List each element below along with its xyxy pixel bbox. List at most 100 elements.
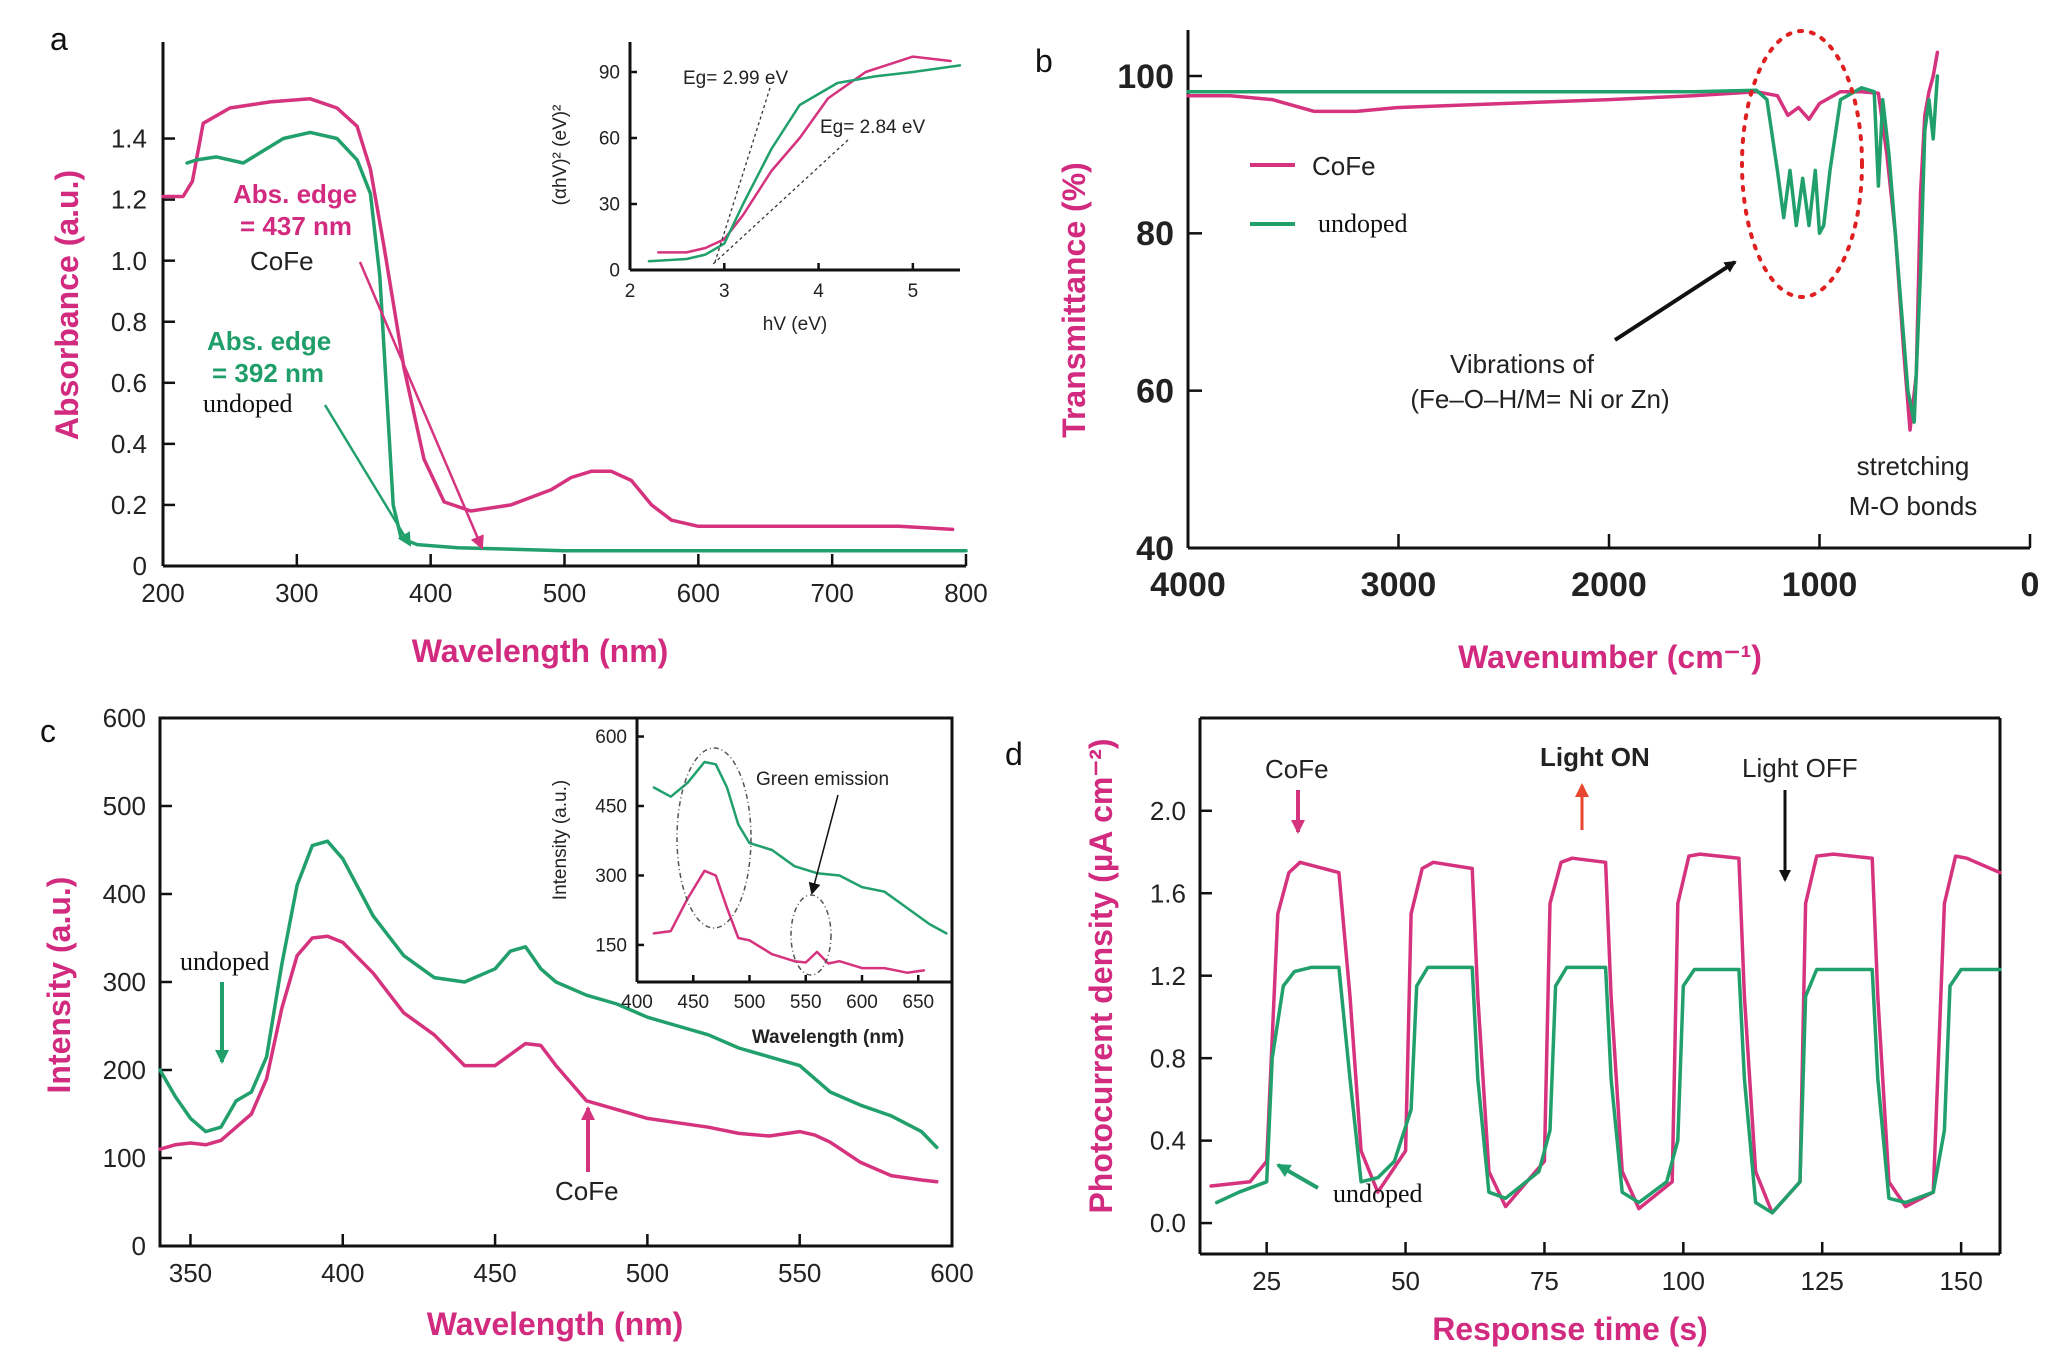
panel-a-inset-eg2-line [711,139,849,266]
panel-d-light-on: Light ON [1540,742,1650,772]
panel-a-inset-xtick-label: 2 [625,281,636,302]
panel-b-legend: CoFe undoped [1250,151,1408,238]
panel-c-ytick-label: 300 [103,967,146,997]
panel-a-ytick-label: 1.2 [111,185,147,215]
panel-c-inset-series-undoped [652,760,948,935]
panel-d-xtick-label: 125 [1801,1266,1844,1296]
panel-d-series-undoped [1214,965,2002,1215]
panel-d-ytick-label: 1.6 [1150,878,1186,908]
panel-b-legend-cofe: CoFe [1312,151,1376,181]
panel-c-series-undoped [158,839,939,1150]
panel-d-xtick-label: 100 [1662,1266,1705,1296]
panel-d-xtick-label: 50 [1391,1266,1420,1296]
panel-a-ytick-label: 1.4 [111,124,147,154]
panel-c-label: c [40,713,56,749]
panel-a-inset-series-undoped [647,64,962,263]
panel-c-inset-xtick-label: 400 [621,992,653,1013]
panel-b-xtick-label: 3000 [1361,566,1437,604]
panel-d-light-off: Light OFF [1742,753,1858,783]
panel-c-inset-ellipse-green [790,894,832,976]
panel-a-xtick-label: 800 [944,578,987,608]
panel-d-ticks: 25 50 75 100 125 150 0.0 0.4 0.8 1.2 1.6 2.0 [1150,796,1983,1296]
panel-c-ticks: 350 400 450 500 550 600 0 100 200 300 400 500 600 [103,703,974,1288]
panel-a-inset: 2 3 4 5 0 30 60 90 hV (eV) (αhV)² (eV)² Eg= 2.9… [550,42,962,335]
panel-c-xtick-label: 450 [473,1258,516,1288]
panel-c-cofe-name: CoFe [555,1176,619,1206]
panel-c-inset-ylabel: Intensity (a.u.) [550,780,571,900]
panel-c-inset-green-arrow [808,794,839,895]
panel-c-inset-ytick-label: 600 [595,727,627,748]
panel-a-inset-ytick-label: 90 [599,63,620,84]
panel-a-inset-ylabel: (αhV)² (eV)² [550,105,571,206]
panel-a-label: a [50,21,68,57]
panel-d-label: d [1005,736,1023,772]
panel-a-inset-ytick-label: 30 [599,195,620,216]
panel-d: d 25 50 75 100 125 150 0.0 0.4 0.8 1.2 1.6 2.0 Resp… [1005,716,2002,1347]
panel-a-ytick-label: 0.2 [111,490,147,520]
panel-c-inset-xtick-label: 500 [734,992,766,1013]
panel-c-xtick-label: 350 [169,1258,212,1288]
panel-c-inset-ytick-label: 450 [595,797,627,818]
panel-d-xtick-label: 75 [1530,1266,1559,1296]
panel-c-ytick-label: 200 [103,1055,146,1085]
panel-d-cofe-name: CoFe [1265,754,1329,784]
panel-b-xtick-label: 0 [2021,566,2040,604]
panel-c-inset-ellipse-main [676,747,752,929]
panel-b-ylabel: Transmittance (%) [1056,162,1092,438]
panel-a-inset-ytick-label: 0 [609,261,620,282]
panel-b-ytick-label: 40 [1136,530,1174,568]
panel-a-ytick-label: 0 [133,551,147,581]
panel-d-ytick-label: 0.0 [1150,1208,1186,1238]
panel-c-inset-series [652,760,948,974]
panel-a-ytick-label: 1.0 [111,246,147,276]
panel-c-inset-green-label: Green emission [756,769,889,790]
panel-c-xtick-label: 550 [778,1258,821,1288]
panel-b-xtick-label: 2000 [1571,566,1647,604]
panel-c-inset-xtick-label: 650 [902,992,934,1013]
panel-a-inset-eg1: Eg= 2.99 eV [683,68,788,89]
panel-a-xlabel: Wavelength (nm) [412,633,669,669]
panel-b-stretching-line2: M-O bonds [1849,491,1978,521]
panel-a-inset-series-cofe [657,55,952,254]
panel-b: b 4000 3000 2000 1000 0 40 60 80 100 Wavenumber … [1035,29,2039,675]
panel-d-undoped-name: undoped [1333,1179,1423,1208]
panel-b-vibrations-line2: (Fe–O–H/M= Ni or Zn) [1410,384,1669,414]
panel-a-inset-xtick-label: 5 [908,281,919,302]
panel-c-xlabel: Wavelength (nm) [427,1306,684,1342]
panel-c-ytick-label: 600 [103,703,146,733]
panel-a-ylabel: Absorbance (a.u.) [49,170,85,440]
panel-a-series-cofe [161,97,955,532]
panel-b-vibrations-arrow [1613,260,1737,342]
panel-b-vibrations-line1: Vibrations of [1450,349,1595,379]
panel-b-series [1186,50,1940,432]
panel-a-xtick-label: 200 [141,578,184,608]
panel-b-series-undoped [1186,74,1940,424]
panel-d-xlabel: Response time (s) [1432,1311,1708,1347]
panel-c-ytick-label: 100 [103,1143,146,1173]
panel-a-cofe-edge-title: Abs. edge [233,179,357,209]
panel-b-ytick-label: 60 [1136,373,1174,411]
panel-b-stretching-line1: stretching [1857,451,1970,481]
panel-d-series-cofe [1209,852,2002,1215]
panel-c-inset-xtick-label: 600 [846,992,878,1013]
panel-c-inset-series-cofe [652,869,926,974]
panel-d-undoped-arrow [1276,1163,1319,1190]
panel-c-ytick-label: 0 [132,1231,146,1261]
panel-a-xtick-label: 500 [543,578,586,608]
panel-c: c 350 400 450 500 550 6000100200300400500600 … [40,703,974,1342]
panel-a-inset-series [647,55,962,263]
panel-d-ytick-label: 1.2 [1150,961,1186,991]
panel-c-inset-xtick-label: 550 [790,992,822,1013]
panel-a-ytick-label: 0.8 [111,307,147,337]
panel-c-inset: 400 450 500 550 600 650 150 300 450 600 Intensity… [550,718,952,1048]
panel-c-series [158,839,939,1184]
panel-a-cofe-name: CoFe [250,246,314,276]
panel-a-cofe-edge-value: = 437 nm [240,211,352,241]
panel-d-series [1209,852,2002,1215]
panel-c-inset-ytick-label: 150 [595,936,627,957]
panel-b-ytick-label: 80 [1136,215,1174,253]
panel-b-ticks: 4000 3000 2000 1000 0 40 60 80 100 [1117,58,2039,604]
panel-c-xtick-label: 500 [626,1258,669,1288]
panel-a-inset-eg2: Eg= 2.84 eV [820,117,925,138]
